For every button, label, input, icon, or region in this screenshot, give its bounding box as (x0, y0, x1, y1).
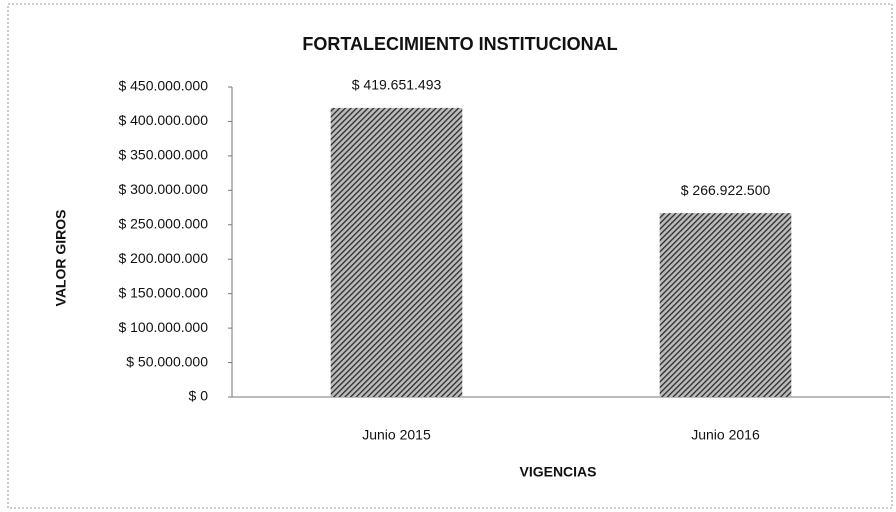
y-tick-label: $ 350.000.000 (118, 147, 208, 163)
chart-border (7, 3, 893, 509)
y-tick-label: $ 450.000.000 (118, 78, 208, 94)
y-tick-label: $ 400.000.000 (118, 112, 208, 128)
y-tick-label: $ 200.000.000 (118, 250, 208, 266)
y-tick-label: $ 50.000.000 (126, 353, 208, 369)
x-axis-label: VIGENCIAS (519, 464, 596, 480)
value-label: $ 419.651.493 (352, 77, 442, 93)
y-tick-label: $ 0 (189, 388, 209, 404)
x-tick-label: Junio 2015 (362, 427, 431, 443)
bar (659, 213, 792, 397)
y-tick-label: $ 250.000.000 (118, 215, 208, 231)
x-tick-label: Junio 2016 (691, 427, 760, 443)
y-tick-label: $ 300.000.000 (118, 181, 208, 197)
y-tick-label: $ 150.000.000 (118, 284, 208, 300)
chart-title: FORTALECIMIENTO INSTITUCIONAL (302, 34, 617, 54)
y-axis-label: VALOR GIROS (53, 210, 69, 307)
y-tick-label: $ 100.000.000 (118, 319, 208, 335)
value-label: $ 266.922.500 (681, 182, 771, 198)
bar (330, 107, 463, 398)
